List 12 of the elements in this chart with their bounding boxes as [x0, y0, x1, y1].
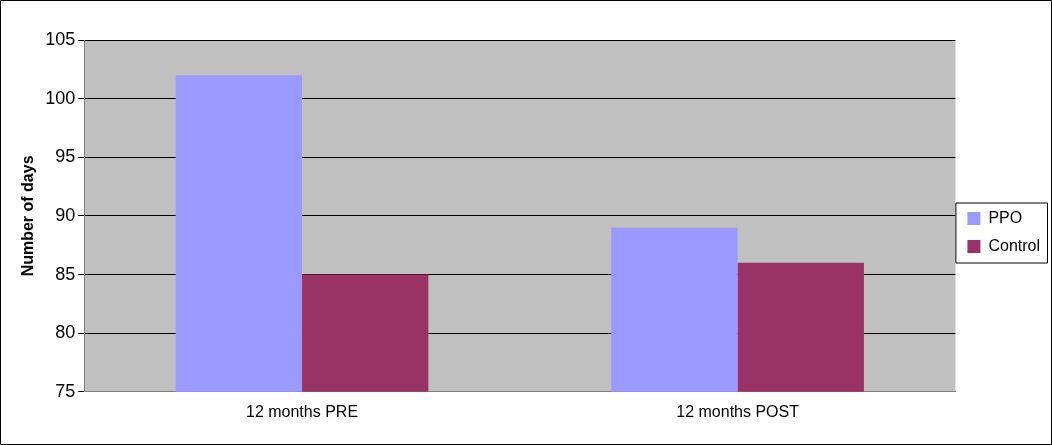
- x-tick-label: 12 months POST: [676, 402, 800, 420]
- y-tick-label: 105: [45, 28, 76, 49]
- legend-label: Control: [988, 236, 1040, 254]
- y-tick-label: 90: [55, 204, 76, 225]
- y-tick-label: 100: [45, 87, 76, 108]
- x-tick-label: 12 months PRE: [246, 402, 359, 420]
- y-tick-label: 85: [55, 263, 76, 284]
- y-tick-label: 95: [55, 146, 76, 167]
- legend-label: PPO: [988, 208, 1023, 226]
- y-axis-title: Number of days: [19, 155, 37, 277]
- y-tick-label: 80: [55, 322, 76, 343]
- y-tick-label: 75: [55, 380, 76, 401]
